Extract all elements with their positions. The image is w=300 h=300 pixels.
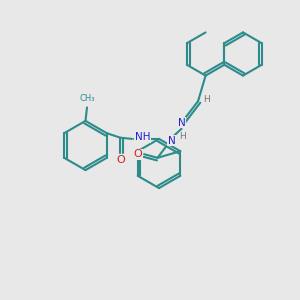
Text: H: H <box>203 95 210 104</box>
Text: N: N <box>178 118 185 128</box>
Text: CH₃: CH₃ <box>79 94 95 103</box>
Text: O: O <box>134 149 142 159</box>
Text: O: O <box>116 155 125 165</box>
Text: NH: NH <box>135 132 150 142</box>
Text: N: N <box>168 136 176 146</box>
Text: H: H <box>179 132 186 141</box>
